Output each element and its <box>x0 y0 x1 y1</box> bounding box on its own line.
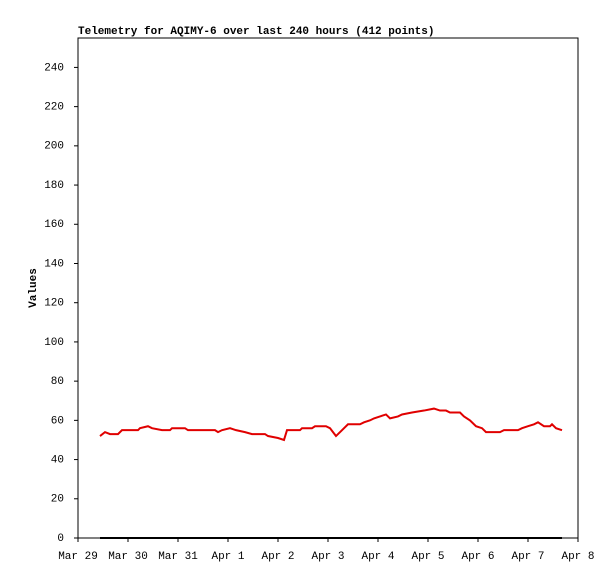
x-tick-label: Mar 31 <box>158 551 198 563</box>
y-tick-label: 100 <box>44 337 64 349</box>
data-line <box>99 407 563 442</box>
y-tick-label: 220 <box>44 102 64 114</box>
x-tick-label: Apr 3 <box>311 551 344 563</box>
chart-title: Telemetry for AQIMY-6 over last 240 hour… <box>78 26 434 38</box>
y-tick-label: 40 <box>51 454 64 466</box>
x-tick-label: Apr 6 <box>461 551 494 563</box>
x-tick-label: Apr 2 <box>261 551 294 563</box>
y-tick-label: 180 <box>44 180 64 192</box>
y-tick-label: 60 <box>51 415 64 427</box>
x-tick-label: Apr 7 <box>511 551 544 563</box>
x-tick-label: Apr 4 <box>361 551 394 563</box>
x-tick-label: Apr 5 <box>411 551 444 563</box>
y-tick-label: 200 <box>44 141 64 153</box>
y-tick-label: 80 <box>51 376 64 388</box>
y-tick-label: 140 <box>44 258 64 270</box>
y-tick-label: 0 <box>57 533 64 545</box>
y-tick-label: 120 <box>44 298 64 310</box>
y-tick-label: 160 <box>44 219 64 231</box>
x-tick-label: Apr 8 <box>561 551 594 563</box>
x-tick-label: Mar 30 <box>108 551 148 563</box>
y-axis-label: Values <box>28 268 40 308</box>
y-tick-label: 20 <box>51 494 64 506</box>
x-tick-label: Mar 29 <box>58 551 98 563</box>
x-tick-label: Apr 1 <box>211 551 244 563</box>
plot-frame <box>77 37 579 539</box>
y-tick-label: 240 <box>44 62 64 74</box>
